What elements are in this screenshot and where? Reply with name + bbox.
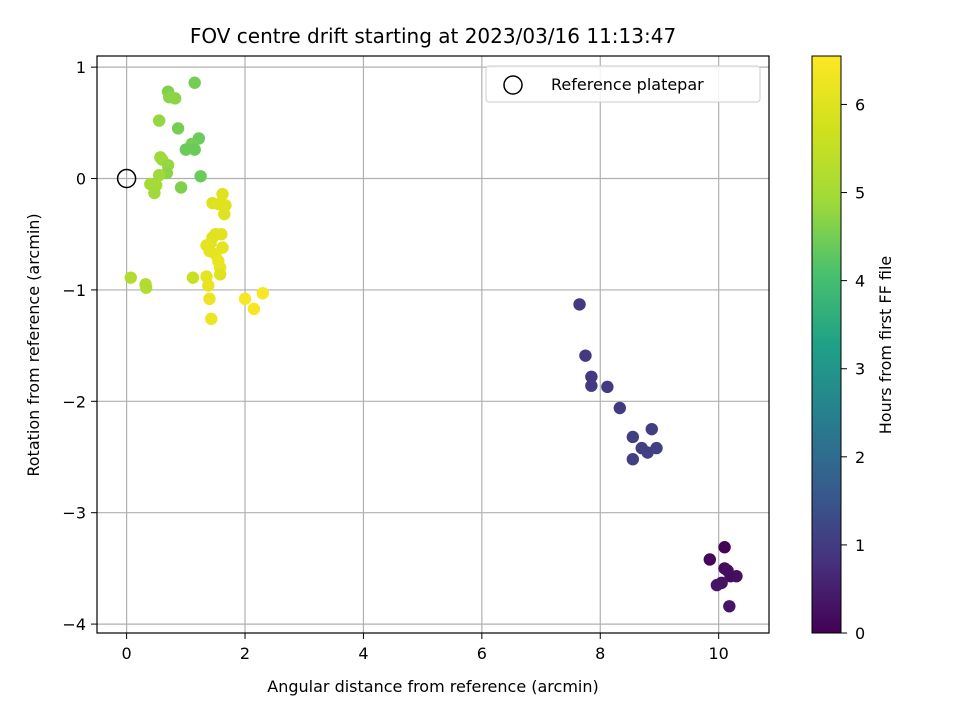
scatter-point bbox=[139, 281, 153, 294]
scatter-point bbox=[703, 553, 716, 566]
scatter-point bbox=[186, 271, 200, 284]
scatter-point bbox=[168, 92, 182, 105]
scatter-point bbox=[174, 181, 188, 194]
scatter-point bbox=[205, 312, 218, 326]
colorbar-tick-label: 4 bbox=[855, 272, 865, 291]
x-tick-label: 6 bbox=[477, 644, 487, 663]
x-tick-label: 8 bbox=[595, 644, 605, 663]
scatter-point bbox=[573, 298, 586, 311]
legend: Reference platepar bbox=[485, 65, 761, 103]
scatter-point bbox=[152, 114, 166, 127]
scatter-point bbox=[579, 349, 592, 362]
scatter-point bbox=[256, 287, 269, 300]
colorbar-ticks: 0 1 2 3 4 5 6 bbox=[841, 95, 865, 643]
x-axis-ticks: 0 2 4 6 8 10 bbox=[122, 633, 729, 663]
legend-box bbox=[485, 65, 761, 103]
colorbar bbox=[811, 55, 842, 634]
scatter-point bbox=[179, 143, 193, 156]
scatter-point bbox=[247, 302, 261, 316]
scatter-point bbox=[152, 168, 166, 182]
chart-title: FOV centre drift starting at 2023/03/16 … bbox=[190, 24, 676, 48]
scatter-point bbox=[188, 143, 201, 156]
scatter-point bbox=[188, 76, 201, 89]
colorbar-label: Hours from first FF file bbox=[876, 256, 895, 435]
legend-marker bbox=[503, 75, 523, 95]
colorbar-tick-label: 3 bbox=[855, 360, 865, 379]
grid-lines bbox=[97, 56, 769, 633]
scatter-point bbox=[171, 122, 185, 135]
y-tick-label: −1 bbox=[62, 281, 86, 300]
scatter-point bbox=[203, 292, 216, 306]
y-tick-label: −2 bbox=[62, 392, 86, 411]
y-tick-label: −3 bbox=[62, 504, 86, 523]
scatter-point bbox=[218, 207, 231, 221]
scatter-point bbox=[645, 422, 658, 436]
scatter-point bbox=[601, 380, 614, 394]
scatter-point bbox=[238, 292, 252, 306]
data-points bbox=[124, 76, 743, 613]
y-axis-label: Rotation from reference (arcmin) bbox=[24, 213, 43, 476]
scatter-point bbox=[724, 569, 737, 583]
reference-marker bbox=[116, 168, 137, 189]
scatter-point bbox=[626, 430, 640, 444]
y-tick-label: 1 bbox=[76, 58, 86, 77]
colorbar-tick-label: 2 bbox=[855, 448, 865, 467]
scatter-point bbox=[124, 271, 137, 284]
colorbar-tick-label: 1 bbox=[855, 536, 865, 555]
x-tick-label: 2 bbox=[240, 644, 250, 663]
colorbar-tick-label: 5 bbox=[855, 184, 865, 203]
scatter-point bbox=[718, 541, 731, 554]
x-axis-label: Angular distance from reference (arcmin) bbox=[267, 677, 598, 696]
x-tick-label: 4 bbox=[358, 644, 368, 663]
scatter-point bbox=[626, 453, 640, 466]
colorbar-tick-label: 6 bbox=[855, 95, 865, 114]
y-tick-label: 0 bbox=[76, 170, 86, 189]
x-tick-label: 10 bbox=[708, 644, 728, 663]
scatter-point bbox=[613, 401, 626, 415]
scatter-point bbox=[723, 600, 736, 613]
colorbar-tick-label: 0 bbox=[855, 624, 865, 643]
y-tick-label: −4 bbox=[62, 615, 86, 634]
plot-frame bbox=[96, 55, 770, 634]
scatter-point bbox=[202, 279, 215, 292]
scatter-point bbox=[641, 446, 654, 459]
legend-label: Reference platepar bbox=[551, 75, 704, 94]
x-tick-label: 0 bbox=[122, 644, 132, 663]
scatter-point bbox=[213, 268, 227, 281]
scatter-point bbox=[194, 170, 207, 183]
scatter-point bbox=[216, 187, 229, 201]
scatter-point bbox=[585, 379, 598, 392]
scatter-point bbox=[585, 370, 598, 384]
y-axis-ticks: 1 0 −1 −2 −3 −4 bbox=[62, 58, 97, 634]
scatter-point bbox=[148, 186, 161, 200]
scatter-point bbox=[710, 578, 724, 592]
